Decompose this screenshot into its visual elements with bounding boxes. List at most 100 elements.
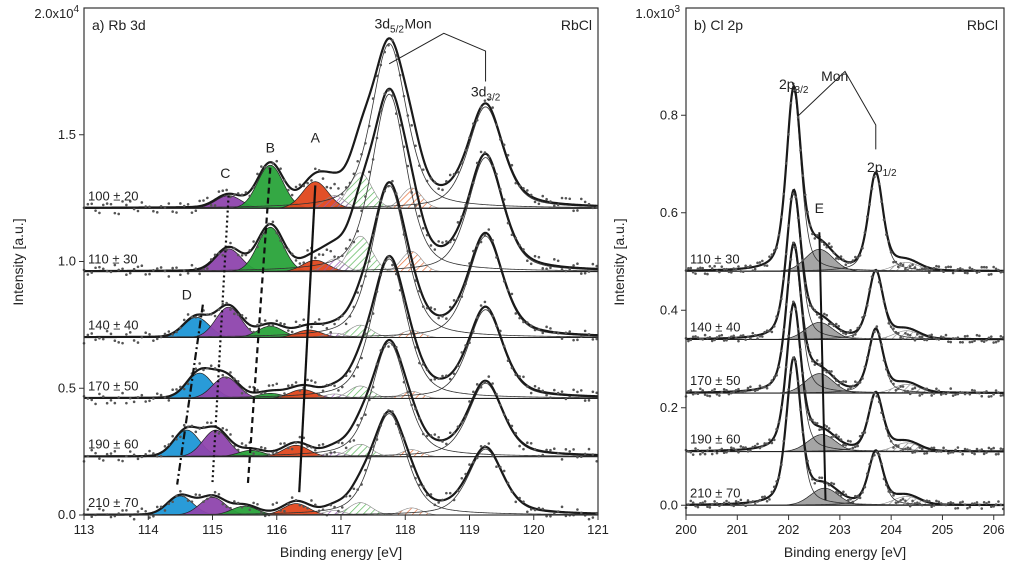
data-point: [732, 447, 735, 450]
data-point: [298, 435, 302, 439]
data-point: [963, 392, 967, 396]
data-point: [522, 248, 525, 251]
data-point: [537, 328, 541, 331]
data-point: [873, 453, 876, 457]
data-point: [901, 448, 905, 451]
data-point: [263, 319, 267, 322]
data-point: [217, 252, 221, 255]
data-point: [502, 469, 506, 473]
data-point: [298, 503, 302, 507]
data-point: [233, 246, 236, 250]
data-point: [825, 245, 829, 249]
data-point: [732, 390, 735, 394]
x-tick-label: 201: [726, 522, 748, 537]
data-point: [495, 392, 498, 396]
data-point: [90, 398, 94, 402]
data-point: [371, 385, 375, 389]
monomer-curve: [84, 235, 599, 338]
data-point: [727, 392, 731, 396]
data-point: [710, 389, 714, 392]
data-point: [294, 498, 298, 502]
data-point: [406, 316, 410, 320]
data-point: [186, 499, 190, 502]
data-point: [464, 148, 467, 152]
data-point: [873, 391, 876, 395]
data-point: [94, 451, 97, 455]
data-point: [537, 506, 541, 510]
data-point: [333, 255, 336, 258]
data-point: [499, 329, 502, 333]
data-point: [579, 389, 583, 392]
data-point: [583, 200, 587, 204]
data-point: [545, 197, 548, 201]
data-point: [944, 449, 948, 452]
data-point: [932, 336, 936, 340]
data-point: [132, 339, 136, 342]
y-tick-label: 0.5: [58, 380, 76, 395]
data-point: [901, 337, 905, 340]
data-point: [706, 272, 709, 276]
data-point: [340, 192, 344, 196]
data-point: [198, 493, 201, 497]
data-point: [901, 263, 905, 267]
data-point: [148, 399, 151, 403]
data-point: [514, 181, 518, 185]
data-point: [904, 499, 907, 503]
data-point: [808, 304, 812, 307]
data-point: [105, 401, 109, 405]
data-point: [329, 186, 333, 190]
y-exponent-rb-3d: 2.0x104: [34, 4, 79, 21]
data-point: [348, 370, 352, 373]
data-point: [882, 300, 886, 303]
data-point: [236, 253, 240, 257]
data-point: [248, 385, 252, 389]
data-point: [792, 82, 795, 86]
data-point: [125, 273, 128, 276]
data-point: [340, 506, 344, 509]
data-point: [117, 396, 120, 399]
component-C: [84, 306, 598, 338]
trace-17050: 170 ± 50: [82, 254, 599, 406]
data-point: [391, 38, 394, 42]
data-point: [703, 333, 707, 337]
data-point: [765, 442, 769, 445]
data-point: [233, 312, 236, 316]
data-point: [923, 387, 926, 391]
data-point: [367, 124, 371, 128]
data-point: [780, 215, 783, 219]
main-peak-subscript: 5/2: [390, 24, 404, 35]
data-point: [694, 272, 697, 275]
data-point: [944, 333, 948, 337]
data-point: [514, 312, 518, 315]
data-point: [947, 265, 950, 269]
data-point: [155, 505, 159, 509]
data-point: [182, 318, 186, 322]
data-point: [944, 266, 948, 269]
data-point: [701, 501, 704, 505]
data-point: [383, 260, 386, 263]
data-point: [460, 215, 464, 219]
data-point: [140, 264, 144, 268]
data-point: [832, 375, 836, 378]
data-point: [896, 387, 900, 390]
data-point: [325, 326, 329, 330]
data-point: [402, 437, 406, 440]
data-point: [499, 266, 502, 270]
data-point: [687, 503, 690, 506]
data-point: [758, 261, 762, 264]
y-tick-label: 0.4: [660, 302, 678, 317]
data-point: [815, 421, 819, 425]
data-point: [410, 403, 413, 407]
data-point: [765, 264, 769, 267]
data-point: [687, 339, 690, 343]
data-point: [720, 390, 724, 394]
data-point: [437, 436, 440, 439]
data-point: [591, 453, 595, 456]
data-point: [117, 512, 120, 515]
data-point: [954, 337, 957, 340]
data-point: [885, 427, 888, 430]
data-point: [985, 390, 988, 393]
data-point: [86, 397, 90, 400]
main-peak-subscript: 1/2: [883, 168, 897, 179]
data-point: [456, 364, 460, 368]
